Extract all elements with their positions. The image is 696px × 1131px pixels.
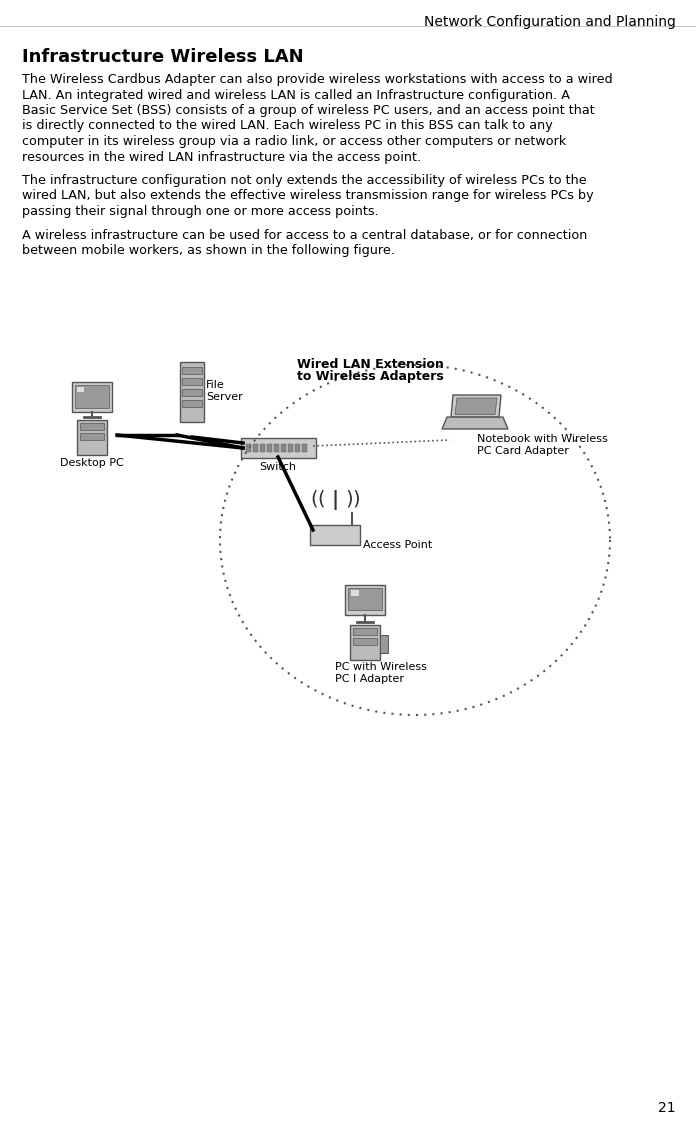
FancyBboxPatch shape: [380, 634, 388, 653]
FancyBboxPatch shape: [353, 638, 377, 645]
FancyBboxPatch shape: [280, 444, 285, 452]
FancyBboxPatch shape: [75, 385, 109, 408]
Text: File
Server: File Server: [206, 380, 243, 402]
FancyBboxPatch shape: [353, 628, 377, 634]
Text: Basic Service Set (BSS) consists of a group of wireless PC users, and an access : Basic Service Set (BSS) consists of a gr…: [22, 104, 595, 116]
Text: resources in the wired LAN infrastructure via the access point.: resources in the wired LAN infrastructur…: [22, 150, 421, 164]
FancyBboxPatch shape: [80, 423, 104, 430]
Text: 21: 21: [658, 1100, 676, 1115]
FancyBboxPatch shape: [351, 590, 359, 596]
FancyBboxPatch shape: [241, 438, 315, 458]
Text: $((\ \mathbf{|} \ ))$: $((\ \mathbf{|} \ ))$: [310, 487, 361, 512]
Text: Wired LAN Extension: Wired LAN Extension: [296, 359, 443, 371]
FancyBboxPatch shape: [350, 625, 380, 661]
FancyBboxPatch shape: [72, 382, 112, 412]
FancyBboxPatch shape: [274, 444, 278, 452]
FancyBboxPatch shape: [182, 378, 202, 385]
FancyBboxPatch shape: [182, 366, 202, 374]
FancyBboxPatch shape: [246, 444, 251, 452]
Polygon shape: [455, 398, 497, 415]
FancyBboxPatch shape: [310, 525, 360, 545]
Text: Desktop PC: Desktop PC: [60, 458, 124, 468]
Polygon shape: [442, 417, 508, 429]
FancyBboxPatch shape: [267, 444, 271, 452]
Text: The Wireless Cardbus Adapter can also provide wireless workstations with access : The Wireless Cardbus Adapter can also pr…: [22, 74, 612, 86]
Text: passing their signal through one or more access points.: passing their signal through one or more…: [22, 205, 379, 218]
Text: PC with Wireless
PC I Adapter: PC with Wireless PC I Adapter: [335, 662, 427, 683]
Text: LAN. An integrated wired and wireless LAN is called an Infrastructure configurat: LAN. An integrated wired and wireless LA…: [22, 88, 570, 102]
Text: is directly connected to the wired LAN. Each wireless PC in this BSS can talk to: is directly connected to the wired LAN. …: [22, 120, 553, 132]
Text: computer in its wireless group via a radio link, or access other computers or ne: computer in its wireless group via a rad…: [22, 135, 567, 148]
FancyBboxPatch shape: [77, 420, 107, 455]
FancyBboxPatch shape: [77, 387, 84, 392]
Text: wired LAN, but also extends the effective wireless transmission range for wirele: wired LAN, but also extends the effectiv…: [22, 190, 594, 202]
Text: between mobile workers, as shown in the following figure.: between mobile workers, as shown in the …: [22, 244, 395, 257]
Text: Access Point: Access Point: [363, 539, 432, 550]
Polygon shape: [451, 395, 501, 417]
FancyBboxPatch shape: [348, 588, 382, 610]
Text: Network Configuration and Planning: Network Configuration and Planning: [424, 15, 676, 29]
FancyBboxPatch shape: [287, 444, 292, 452]
FancyBboxPatch shape: [80, 433, 104, 440]
FancyBboxPatch shape: [253, 444, 258, 452]
FancyBboxPatch shape: [345, 585, 385, 615]
FancyBboxPatch shape: [182, 389, 202, 396]
Text: A wireless infrastructure can be used for access to a central database, or for c: A wireless infrastructure can be used fo…: [22, 228, 587, 242]
FancyBboxPatch shape: [294, 444, 299, 452]
Text: Switch: Switch: [260, 461, 296, 472]
Text: Infrastructure Wireless LAN: Infrastructure Wireless LAN: [22, 48, 303, 66]
FancyBboxPatch shape: [260, 444, 264, 452]
Text: Notebook with Wireless
PC Card Adapter: Notebook with Wireless PC Card Adapter: [477, 434, 608, 456]
FancyBboxPatch shape: [301, 444, 306, 452]
Text: to Wireless Adapters: to Wireless Adapters: [296, 370, 443, 383]
FancyBboxPatch shape: [180, 362, 204, 422]
FancyBboxPatch shape: [182, 400, 202, 407]
Text: The infrastructure configuration not only extends the accessibility of wireless : The infrastructure configuration not onl…: [22, 174, 587, 187]
